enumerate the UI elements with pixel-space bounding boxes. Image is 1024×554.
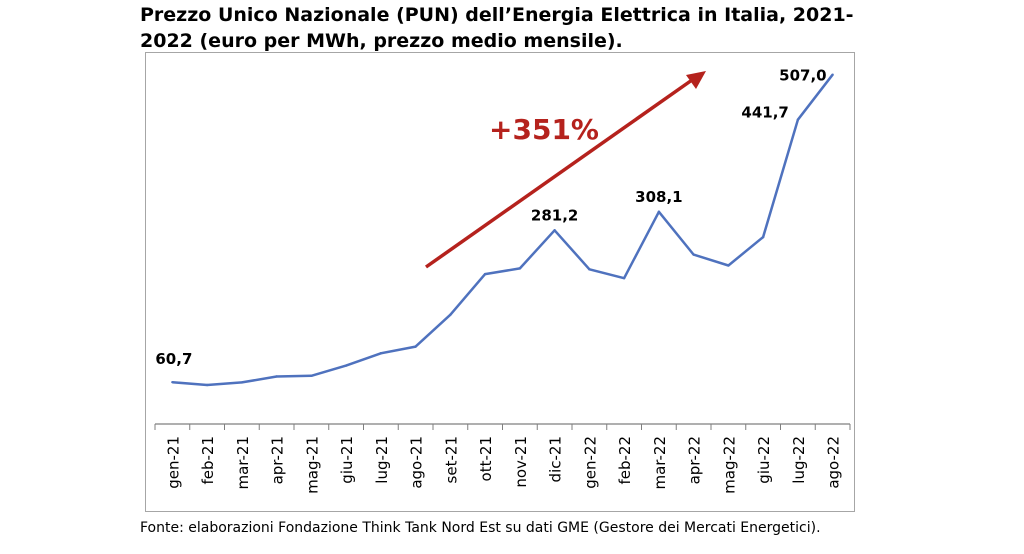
x-tick-label: feb-21 bbox=[199, 436, 217, 485]
data-label: 441,7 bbox=[741, 104, 788, 122]
data-point bbox=[171, 380, 174, 384]
x-tick-label: feb-22 bbox=[616, 436, 634, 485]
x-tick-label: ago-21 bbox=[408, 436, 426, 489]
x-tick-label: apr-21 bbox=[269, 436, 287, 484]
x-tick-label: mar-21 bbox=[234, 436, 252, 490]
x-tick-label: lug-21 bbox=[373, 436, 391, 484]
data-point bbox=[518, 267, 522, 270]
x-tick-label: nov-21 bbox=[512, 436, 530, 488]
x-tick-label: mag-21 bbox=[303, 436, 321, 494]
x-tick-label: mar-22 bbox=[651, 436, 669, 490]
data-point bbox=[483, 272, 487, 276]
data-point bbox=[761, 235, 765, 239]
x-tick-label: ott-21 bbox=[477, 436, 495, 481]
data-point bbox=[727, 264, 730, 267]
x-tick-label: ago-22 bbox=[825, 436, 843, 489]
series-line-pun bbox=[172, 73, 834, 387]
data-point bbox=[449, 313, 452, 316]
x-tick-label: mag-22 bbox=[720, 436, 738, 494]
x-tick-label: lug-22 bbox=[790, 436, 808, 484]
x-tick-label: giu-22 bbox=[755, 436, 773, 484]
data-point bbox=[379, 352, 383, 355]
data-point bbox=[344, 364, 348, 367]
data-point bbox=[310, 374, 313, 378]
chart-title: Prezzo Unico Nazionale (PUN) dell’Energi… bbox=[140, 4, 854, 52]
data-point bbox=[796, 118, 800, 121]
data-label: 308,1 bbox=[635, 188, 682, 206]
data-label: 60,7 bbox=[155, 350, 192, 368]
data-point bbox=[205, 383, 209, 387]
x-tick-label: gen-22 bbox=[581, 436, 599, 489]
annotation-percent: +351% bbox=[489, 113, 599, 146]
x-tick-label: gen-21 bbox=[164, 436, 182, 489]
data-point bbox=[588, 268, 591, 271]
x-tick-label: set-21 bbox=[442, 436, 460, 483]
x-tick-label: apr-22 bbox=[686, 436, 704, 484]
source-note: Fonte: elaborazioni Fondazione Think Tan… bbox=[140, 520, 821, 536]
data-point bbox=[692, 253, 695, 256]
data-point bbox=[553, 229, 556, 232]
x-tick-label: dic-21 bbox=[547, 436, 565, 482]
data-point bbox=[275, 375, 278, 378]
data-point bbox=[414, 345, 417, 348]
data-point bbox=[657, 210, 661, 213]
data-point bbox=[240, 381, 244, 384]
data-point bbox=[831, 73, 834, 76]
trend-arrow-head bbox=[686, 71, 706, 89]
trend-arrow-shaft bbox=[424, 78, 694, 269]
data-label: 507,0 bbox=[779, 67, 826, 85]
data-label: 281,2 bbox=[531, 206, 578, 224]
plot-frame bbox=[145, 52, 855, 512]
data-point bbox=[622, 276, 626, 280]
x-tick-label: giu-21 bbox=[338, 436, 356, 484]
